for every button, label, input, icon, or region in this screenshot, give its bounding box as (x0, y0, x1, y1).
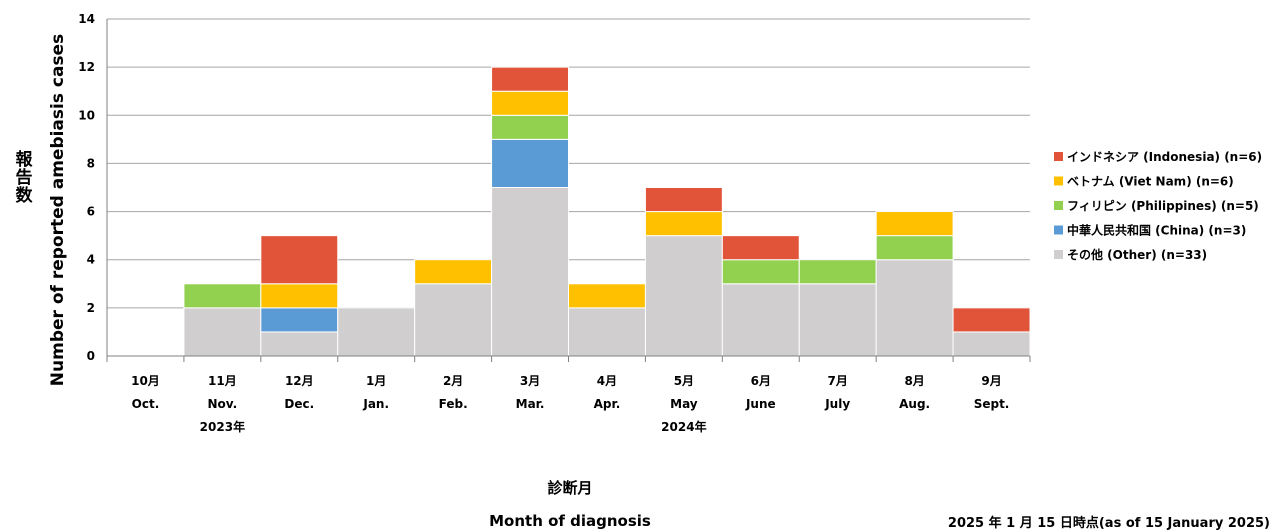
x-tick-labels: 10月 Oct. 11月 Nov. 12月 Dec. 1月 Jan. 2月 Feb. 3月 Mar. 4… (131, 374, 1009, 434)
x-tick-label: Feb. (439, 397, 468, 411)
bar-segment (491, 66, 570, 92)
bar-segment (875, 259, 954, 357)
bar-segment (721, 259, 800, 285)
bar-segment (183, 283, 262, 309)
bar-segment (414, 283, 493, 357)
legend-swatch (1054, 152, 1063, 161)
x-tick-label-jp: 2月 (443, 374, 463, 388)
bar-segment (568, 307, 646, 357)
legend-swatch (1054, 225, 1063, 235)
x-tick-label: July (824, 397, 850, 411)
y-tick-label: 6 (87, 205, 95, 219)
legend-swatch (1054, 176, 1063, 186)
x-tick-label-jp: 3月 (520, 374, 540, 388)
bar-segment (337, 307, 416, 357)
legend-label: フィリピン (Philippines) (n=5) (1067, 199, 1259, 213)
bar-segment (952, 331, 1031, 357)
y-tick-label: 12 (78, 60, 95, 74)
bar-segment (644, 235, 723, 357)
x-tick-label: Mar. (516, 397, 545, 411)
bar-segment (260, 307, 339, 333)
x-tick-label-jp: 10月 (131, 374, 160, 388)
x-axis-label-jp: 診断月 (547, 479, 592, 497)
bar-segment (721, 283, 800, 357)
bars (183, 66, 1031, 357)
bar-segment (721, 235, 800, 261)
bar-segment (491, 187, 570, 357)
x-tick-label-jp: 6月 (751, 374, 771, 388)
y-tick-label: 2 (87, 301, 95, 315)
y-tick-label: 14 (78, 12, 95, 26)
bar-segment (183, 307, 262, 357)
bar-segment (875, 235, 954, 261)
y-tick-label: 10 (78, 108, 95, 122)
y-tick-label: 8 (87, 156, 95, 170)
x-tick-label: Dec. (284, 397, 314, 411)
x-tick-label: Oct. (132, 397, 160, 411)
x-tick-label-jp: 12月 (285, 374, 314, 388)
bar-segment (260, 283, 339, 309)
bar-segment (414, 259, 493, 285)
legend-label: ベトナム (Viet Nam) (n=6) (1067, 175, 1234, 189)
year-label: 2024年 (661, 419, 706, 434)
legend-label: インドネシア (Indonesia) (n=6) (1067, 150, 1262, 164)
bar-segment (644, 187, 723, 213)
x-tick-label: May (670, 397, 698, 411)
legend-label: 中華人民共和国 (China) (n=3) (1067, 223, 1246, 238)
x-axis-label: Month of diagnosis (489, 512, 651, 530)
year-label: 2023年 (200, 419, 245, 434)
legend: インドネシア (Indonesia) (n=6) ベトナム (Viet Nam) … (1054, 150, 1262, 262)
bar-segment (491, 90, 570, 116)
y-tick-label: 4 (87, 253, 95, 267)
x-tick-label: Apr. (594, 397, 621, 411)
axes (106, 19, 1031, 362)
y-tick-label: 0 (87, 349, 95, 363)
bar-segment (491, 114, 570, 140)
x-tick-label: Nov. (208, 397, 238, 411)
legend-swatch (1054, 250, 1063, 259)
bar-segment (798, 259, 877, 285)
x-tick-label: June (745, 397, 776, 411)
bar-segment (260, 331, 339, 357)
bar-segment (491, 138, 570, 189)
x-tick-label-jp: 8月 (904, 374, 924, 388)
x-tick-label: Aug. (899, 397, 930, 411)
x-tick-label-jp: 7月 (828, 374, 848, 388)
bar-segment (875, 211, 954, 237)
x-tick-label: Jan. (362, 397, 389, 411)
x-tick-label-jp: 11月 (208, 374, 237, 388)
x-tick-label-jp: 4月 (597, 374, 617, 388)
bar-segment (644, 211, 723, 237)
y-axis-label-jp: 報告数 (16, 149, 34, 206)
x-tick-label-jp: 9月 (981, 374, 1001, 388)
bar-segment (260, 235, 339, 285)
y-tick-labels: 0 2 4 6 8 10 12 14 (78, 12, 95, 363)
y-axis-label: Number of reported amebiasis cases (48, 34, 68, 386)
as-of-note: 2025 年 1 月 15 日時点(as of 15 January 2025) (948, 515, 1270, 531)
bar-segment (952, 307, 1031, 333)
bar-segment (568, 283, 646, 309)
legend-swatch (1054, 201, 1063, 210)
x-tick-label-jp: 5月 (674, 374, 694, 388)
x-tick-label-jp: 1月 (366, 374, 386, 388)
bar-segment (798, 283, 877, 357)
legend-label: その他 (Other) (n=33) (1067, 247, 1207, 262)
x-tick-label: Sept. (974, 397, 1010, 411)
